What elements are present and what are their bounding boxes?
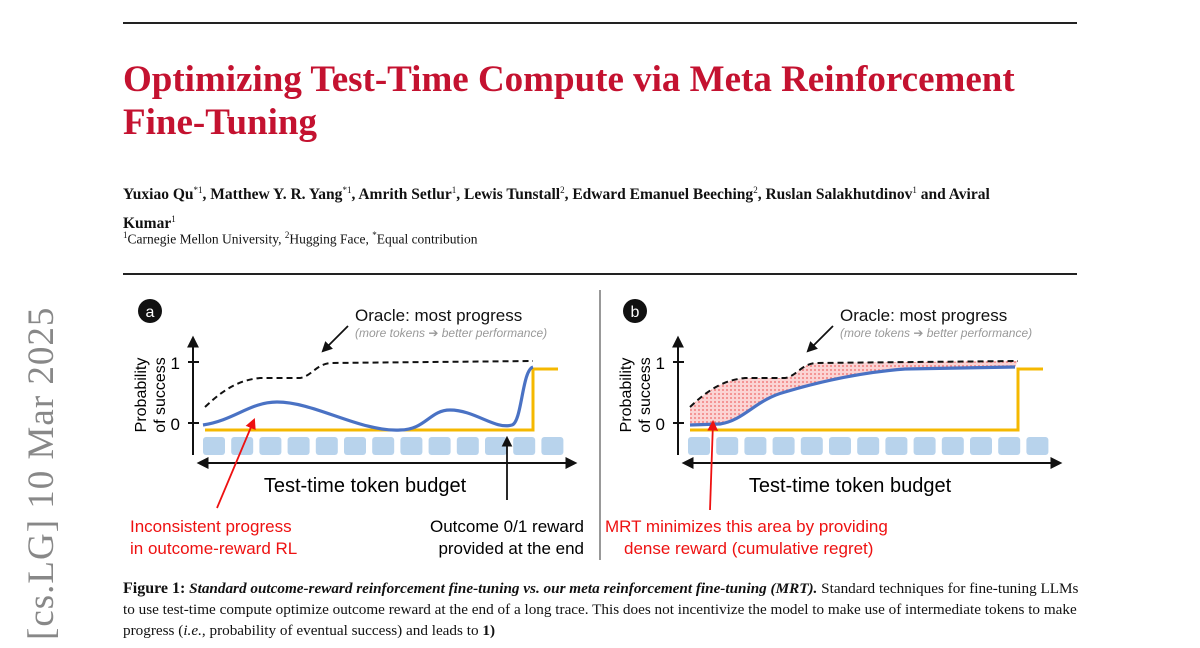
progress-curve (202, 365, 534, 432)
red-note-line-1: MRT minimizes this area by providing (605, 517, 888, 536)
caption-label: Figure 1: (123, 580, 186, 597)
figure-caption: Figure 1: Standard outcome-reward reinfo… (123, 578, 1083, 641)
token-block (941, 437, 964, 455)
token-block (372, 437, 395, 455)
caption-text-2: , probability of eventual success) and l… (201, 622, 483, 639)
token-block (428, 437, 451, 455)
token-block (885, 437, 908, 455)
panel-badge-label: a (146, 304, 155, 321)
oracle-sublabel: (more tokens ➔ better performance) (840, 326, 1032, 340)
author: Ruslan Salakhutdinov1 (765, 185, 917, 204)
author: Amrith Setlur1 (358, 185, 457, 204)
token-block (998, 437, 1021, 455)
affiliation: Carnegie Mellon University, (127, 231, 285, 247)
token-block (744, 437, 767, 455)
token-block (203, 437, 225, 455)
author: Lewis Tunstall2 (464, 185, 565, 204)
black-note-line-2: provided at the end (438, 539, 584, 558)
caption-title: Standard outcome-reward reinforcement fi… (189, 580, 818, 597)
panel-a: a Oracle: most progress(more tokens ➔ bet… (130, 299, 584, 558)
red-note-line-2: dense reward (cumulative regret) (624, 539, 873, 558)
x-axis-label: Test-time token budget (749, 475, 952, 497)
panel-badge-label: b (631, 304, 640, 321)
tick-label-0: 0 (656, 415, 665, 434)
red-note-line-1: Inconsistent progress (130, 517, 292, 536)
y-axis-label: Probability of success (618, 357, 654, 433)
y-label-line-2: of success (152, 357, 169, 433)
token-block (716, 437, 739, 455)
tick-label-1: 1 (656, 354, 665, 373)
token-block (800, 437, 823, 455)
red-arrow (707, 419, 719, 511)
caption-text: Standard techniques for fine-tuning LLMs… (123, 580, 1079, 639)
author: Matthew Y. R. Yang*1 (210, 185, 352, 204)
token-block (513, 437, 536, 455)
token-block (913, 437, 936, 455)
oracle-curve (689, 360, 1019, 408)
red-arrow (216, 418, 256, 509)
panel-badge (623, 299, 647, 323)
paper-title: Optimizing Test-Time Compute via Meta Re… (123, 59, 1015, 143)
caption-ie: i.e. (183, 622, 202, 639)
affiliations: 1Carnegie Mellon University, 2Hugging Fa… (123, 230, 478, 247)
panel-b: b Oracle: most progress(more tokens ➔ bet… (605, 299, 1063, 558)
y-axis-label: Probability of success (133, 357, 169, 433)
token-block (287, 437, 310, 455)
oracle-curve (204, 360, 534, 408)
oracle-arrow (321, 325, 349, 353)
token-block (541, 437, 564, 455)
token-block (400, 437, 423, 455)
token-block (688, 437, 710, 455)
black-note-line-1: Outcome 0/1 reward (430, 517, 584, 536)
outcome-reward-line (690, 367, 1043, 432)
tick-label-1: 1 (171, 354, 180, 373)
author: Aviral Kumar1 (123, 186, 990, 233)
token-block (857, 437, 880, 455)
token-block (456, 437, 479, 455)
affiliation: Hugging Face, (289, 231, 373, 247)
y-label-line-1: Probability (618, 358, 635, 433)
panel-badge (138, 299, 162, 323)
outcome-reward-line (205, 367, 558, 432)
red-note-line-2: in outcome-reward RL (130, 539, 297, 558)
token-block (829, 437, 851, 455)
y-label-line-2: of success (637, 357, 654, 433)
header-rule (123, 273, 1077, 275)
token-block (1026, 437, 1049, 455)
author: Yuxiao Qu*1 (123, 185, 203, 204)
oracle-sublabel: (more tokens ➔ better performance) (355, 326, 547, 340)
token-block (485, 437, 507, 455)
author-list: Yuxiao Qu*1, Matthew Y. R. Yang*1, Amrit… (123, 185, 990, 233)
author: Edward Emanuel Beeching2 (572, 185, 758, 204)
caption-tail: 1) (482, 622, 495, 639)
top-rule (123, 22, 1077, 24)
progress-curve (689, 365, 1016, 427)
token-block (259, 437, 282, 455)
token-block (315, 437, 338, 455)
y-label-line-1: Probability (133, 358, 150, 433)
token-block (970, 437, 992, 455)
oracle-arrow (806, 325, 834, 353)
tick-label-0: 0 (171, 415, 180, 434)
oracle-label: Oracle: most progress (840, 306, 1007, 325)
token-block (344, 437, 366, 455)
oracle-label: Oracle: most progress (355, 306, 522, 325)
affiliation: Equal contribution (376, 231, 478, 247)
x-axis-label: Test-time token budget (264, 475, 467, 497)
token-block (772, 437, 795, 455)
